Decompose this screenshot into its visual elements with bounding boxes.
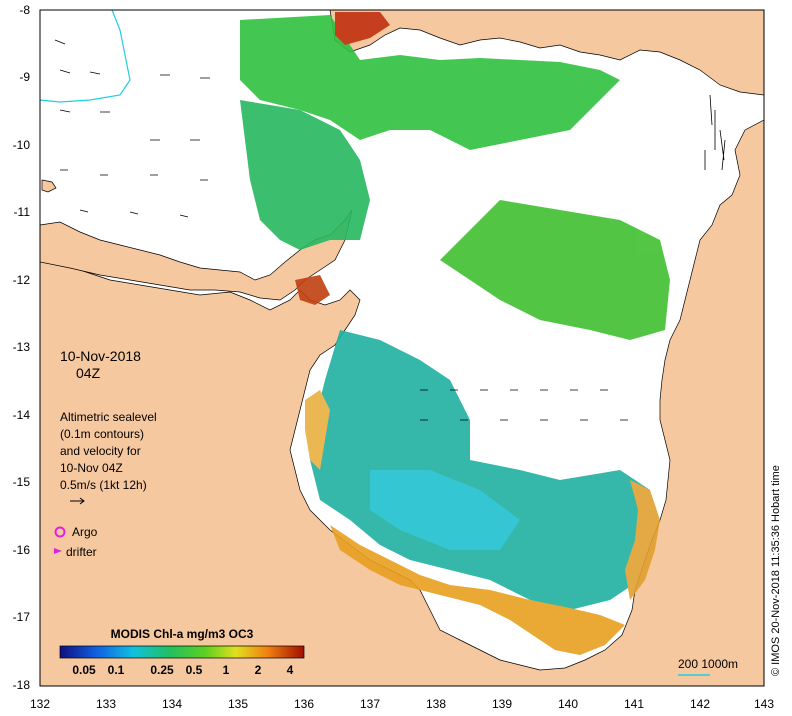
y-tick-11: -11 (14, 205, 31, 219)
chl-hot-bay (295, 275, 330, 305)
colorbar-tick-3: 0.5 (186, 663, 203, 677)
plot-frame (39, 9, 765, 687)
legend: Argo drifter (54, 525, 98, 559)
colorbar-gradient (59, 645, 305, 659)
y-tick-14: -14 (13, 408, 31, 422)
x-tick-142: 142 (690, 697, 710, 711)
x-tick-137: 137 (360, 697, 380, 711)
note-line-2: (0.1m contours) (60, 427, 144, 441)
note-line-5: 0.5m/s (1kt 12h) (60, 478, 147, 492)
y-tick-18: -18 (13, 678, 31, 692)
x-tick-132: 132 (30, 697, 50, 711)
colorbar-title: MODIS Chl-a mg/m3 OC3 (111, 627, 254, 641)
colorbar-tick-2: 0.25 (150, 663, 174, 677)
legend-argo: Argo (72, 525, 98, 539)
note-line-3: and velocity for (60, 444, 141, 458)
chl-patch-gulf (310, 330, 655, 610)
x-tick-134: 134 (162, 697, 182, 711)
x-tick-143: 143 (754, 697, 774, 711)
x-tick-140: 140 (558, 697, 578, 711)
colorbar: MODIS Chl-a mg/m3 OC3 0.05 0.1 0.25 0.5 … (59, 627, 305, 677)
chl-patch-gulf-inner (370, 470, 520, 550)
chlorophyll-layer (240, 12, 670, 655)
velocity-scale-arrow (70, 497, 85, 505)
note-line-1: Altimetric sealevel (60, 410, 157, 424)
colorbar-tick-0: 0.05 (72, 663, 96, 677)
chl-edge-west (305, 390, 330, 470)
y-tick-10: -10 (13, 138, 31, 152)
colorbar-tick-1: 0.1 (108, 663, 125, 677)
x-tick-133: 133 (96, 697, 116, 711)
land-png (329, 9, 765, 96)
x-tick-139: 139 (492, 697, 512, 711)
chl-edge-south (330, 525, 625, 655)
x-tick-141: 141 (624, 697, 644, 711)
chl-hot-north (335, 12, 390, 45)
x-tick-138: 138 (426, 697, 446, 711)
y-tick-16: -16 (13, 543, 31, 557)
credit-text: © IMOS 20-Nov-2018 11:35:36 Hobart time (770, 465, 782, 676)
x-axis: 132 133 134 135 136 137 138 139 140 141 … (30, 697, 774, 711)
argo-symbol (54, 526, 66, 538)
y-tick-17: -17 (13, 610, 31, 624)
note-line-4: 10-Nov 04Z (60, 461, 123, 475)
sealevel-contour (39, 9, 131, 103)
map-time: 04Z (76, 365, 101, 381)
y-tick-15: -15 (13, 475, 31, 489)
y-tick-8: -8 (19, 3, 30, 17)
chl-patch-west (240, 100, 370, 250)
legend-drifter: drifter (66, 545, 97, 559)
chl-edge-east (625, 480, 660, 600)
velocity-arrows (54, 39, 726, 421)
x-tick-135: 135 (228, 697, 248, 711)
map-date: 10-Nov-2018 (60, 348, 141, 364)
land-island (41, 179, 57, 193)
chl-patch-north (240, 15, 620, 150)
chl-patch-east (440, 200, 670, 340)
y-tick-9: -9 (19, 70, 30, 84)
land-cape-york (39, 119, 765, 687)
altimetry-note: Altimetric sealevel (0.1m contours) and … (60, 410, 157, 505)
x-tick-136: 136 (294, 697, 314, 711)
y-tick-12: -12 (13, 273, 31, 287)
depth-scale-label: 200 1000m (678, 657, 738, 671)
y-axis: -8 -9 -10 -11 -12 -13 -14 -15 -16 -17 -1… (13, 3, 31, 692)
y-tick-13: -13 (13, 340, 31, 354)
colorbar-tick-6: 4 (287, 663, 294, 677)
colorbar-tick-5: 2 (255, 663, 262, 677)
land-layer (39, 9, 765, 687)
colorbar-tick-4: 1 (223, 663, 230, 677)
drifter-symbol (54, 548, 62, 554)
